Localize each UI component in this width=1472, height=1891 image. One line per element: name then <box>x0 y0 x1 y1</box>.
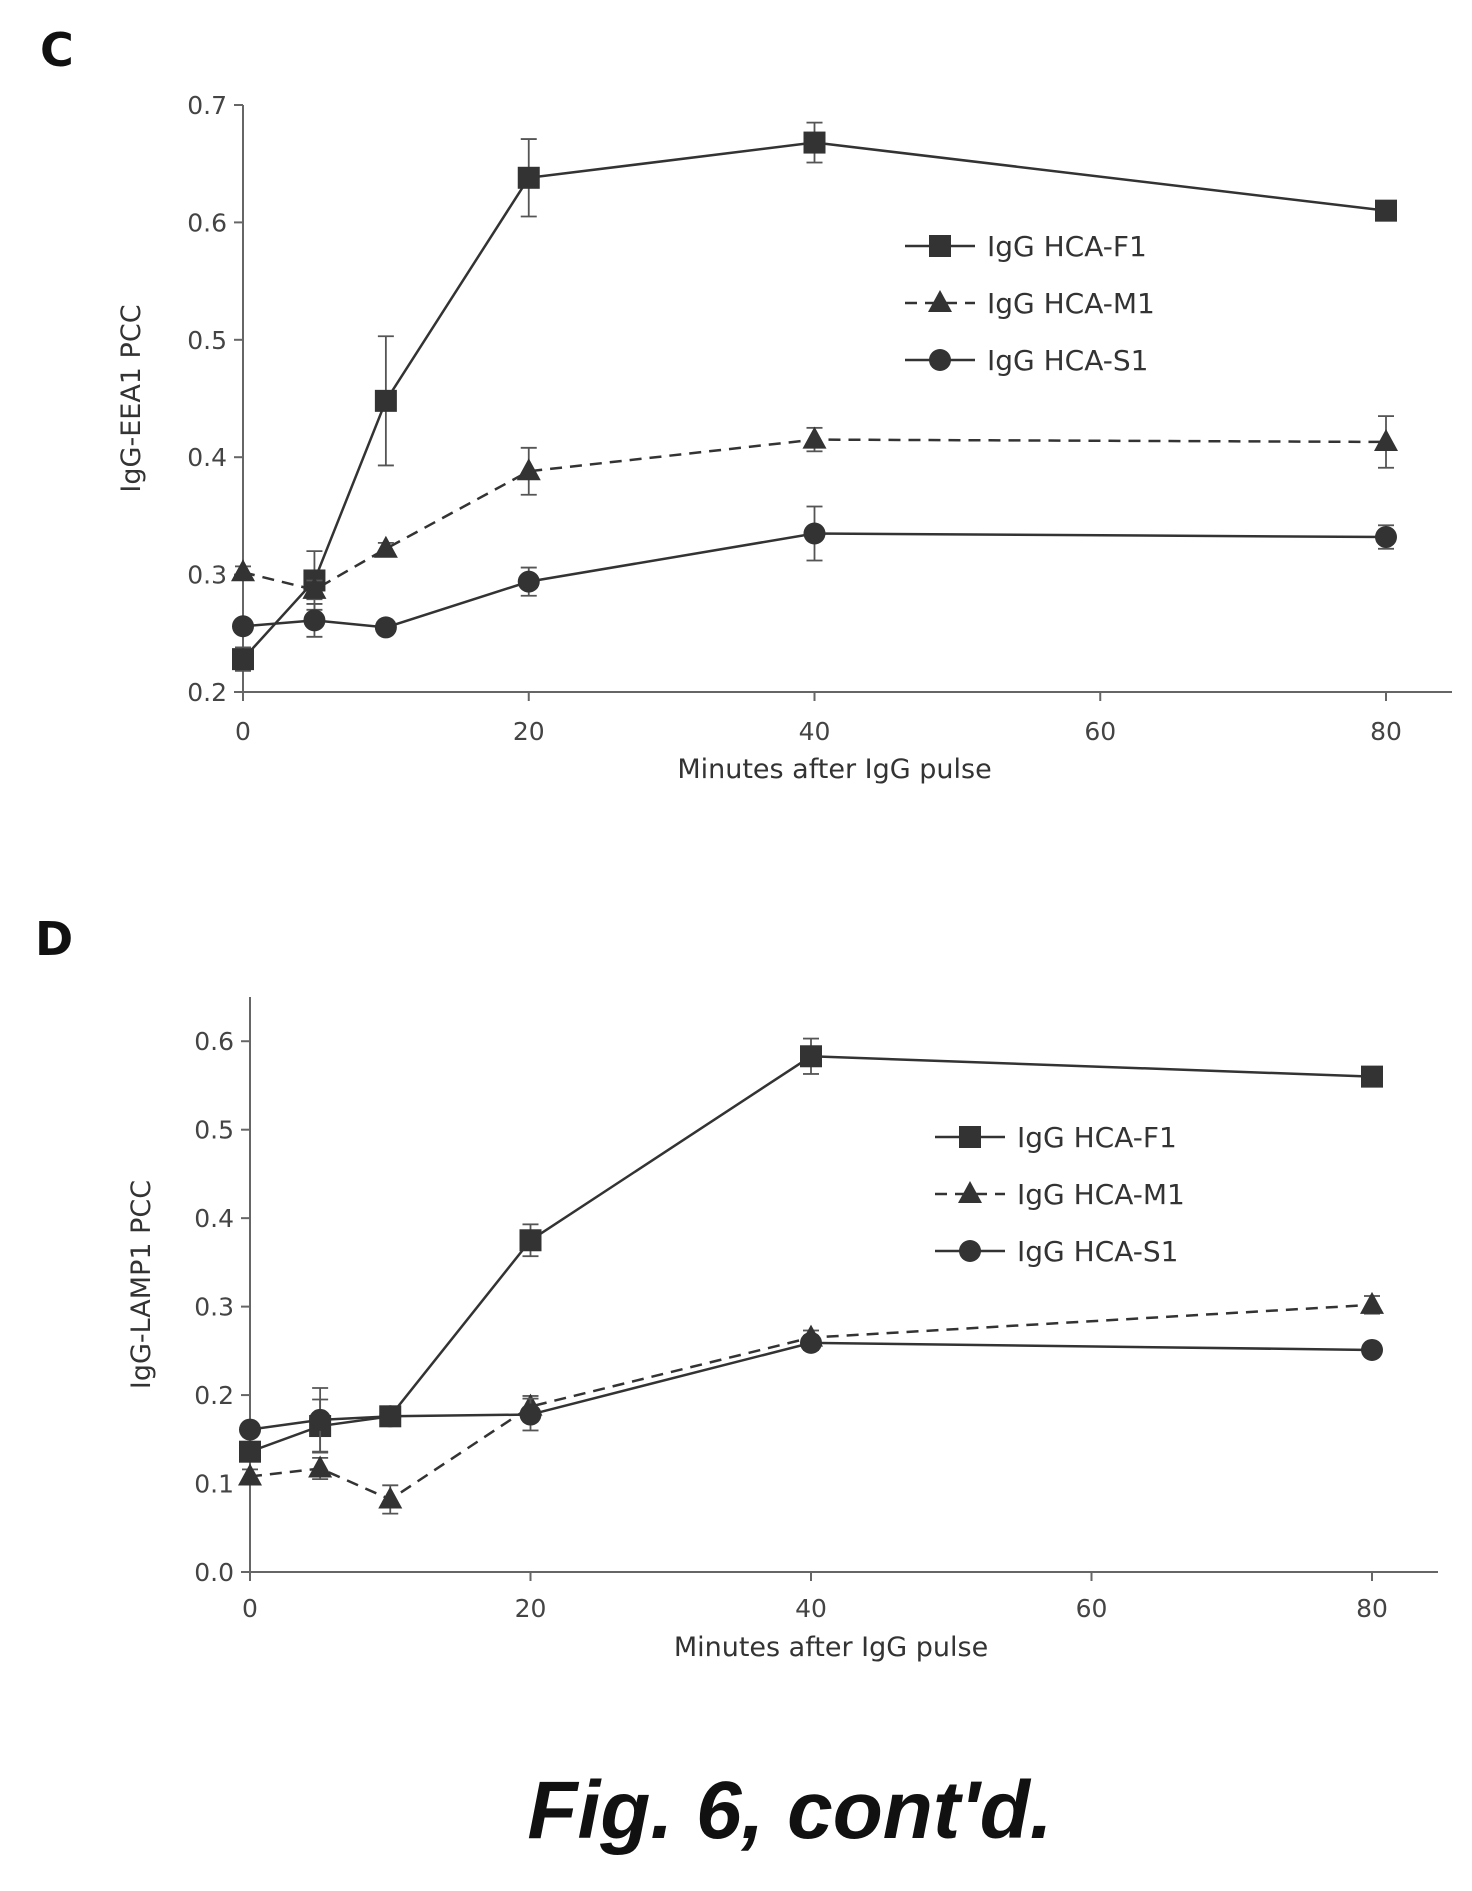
data-point <box>378 1486 403 1509</box>
data-point <box>1375 526 1397 549</box>
chart-panel-c: C 0.2 0.3 0.4 0.5 0.6 0.7 0 20 40 60 80 Minutes afte… <box>40 23 1452 785</box>
legend-label: IgG HCA-M1 <box>987 287 1155 320</box>
legend-marker <box>929 235 951 257</box>
y-tick-label: 0.5 <box>194 1116 234 1145</box>
data-point <box>519 1229 542 1252</box>
series-square <box>232 121 1397 672</box>
data-point <box>374 616 397 639</box>
legend-marker <box>928 290 952 312</box>
data-point <box>239 1418 261 1441</box>
figure-caption: Fig. 6, cont'd. <box>527 1765 1052 1856</box>
legend-marker <box>929 349 951 371</box>
y-tick-label: 0.0 <box>194 1558 234 1587</box>
chart-panel-d: D 0.0 0.1 0.2 0.3 0.4 0.5 0.6 0 20 40 60 80 Minutes a… <box>35 912 1438 1663</box>
data-point <box>232 615 254 638</box>
data-point <box>232 648 254 671</box>
data-point <box>800 1045 822 1068</box>
y-tick-label: 0.5 <box>187 326 227 355</box>
x-axis-title: Minutes after IgG pulse <box>674 1632 988 1663</box>
data-point <box>238 1463 262 1486</box>
x-tick-label: 0 <box>242 1594 258 1623</box>
y-tick-label: 0.6 <box>194 1027 234 1056</box>
y-axis-title: IgG-LAMP1 PCC <box>126 1180 157 1389</box>
series-line <box>242 532 1387 629</box>
x-tick-label: 80 <box>1356 1594 1388 1623</box>
data-point <box>517 166 540 189</box>
data-point <box>516 458 541 481</box>
data-point <box>374 389 397 412</box>
data-point <box>1360 1291 1384 1314</box>
data-point <box>803 131 826 154</box>
x-tick-label: 20 <box>515 1594 547 1623</box>
data-point <box>1374 428 1398 451</box>
x-axis-title: Minutes after IgG pulse <box>677 754 991 785</box>
panel-letter: D <box>35 912 73 966</box>
y-tick-label: 0.1 <box>194 1470 234 1499</box>
data-point <box>519 1403 542 1426</box>
series-line <box>249 1055 1373 1453</box>
legend-label: IgG HCA-F1 <box>1017 1121 1177 1154</box>
x-tick-label: 60 <box>1084 717 1116 746</box>
panel-letter: C <box>40 23 74 77</box>
data-point <box>517 570 540 593</box>
x-tick-label: 80 <box>1370 717 1402 746</box>
y-tick-label: 0.2 <box>187 678 227 707</box>
series-triangle <box>238 1291 1384 1515</box>
legend-label: IgG HCA-S1 <box>1017 1235 1178 1268</box>
data-point <box>303 609 326 632</box>
data-point <box>309 1408 332 1431</box>
data-point <box>302 576 327 599</box>
series-square <box>239 1037 1383 1463</box>
legend-marker <box>958 1181 982 1203</box>
series-circle <box>232 505 1397 639</box>
data-point <box>379 1405 402 1428</box>
data-point <box>308 1455 333 1478</box>
data-point <box>802 426 827 449</box>
series-circle <box>239 1331 1383 1453</box>
series-line <box>242 438 1387 592</box>
x-tick-label: 20 <box>513 717 545 746</box>
data-point <box>803 522 826 545</box>
legend-label: IgG HCA-F1 <box>987 230 1147 263</box>
data-point <box>231 559 255 582</box>
series-line <box>242 141 1387 660</box>
x-tick-label: 40 <box>795 1594 827 1623</box>
data-point <box>1375 199 1397 222</box>
data-point <box>373 535 398 558</box>
legend-marker <box>959 1240 981 1262</box>
legend-marker <box>959 1126 981 1148</box>
series-line <box>249 1303 1373 1501</box>
legend-label: IgG HCA-S1 <box>987 344 1148 377</box>
y-tick-label: 0.4 <box>194 1204 234 1233</box>
series-triangle <box>231 415 1398 601</box>
legend-label: IgG HCA-M1 <box>1017 1178 1185 1211</box>
y-tick-label: 0.2 <box>194 1381 234 1410</box>
y-tick-label: 0.3 <box>194 1293 234 1322</box>
data-point <box>1361 1065 1383 1088</box>
y-tick-label: 0.7 <box>187 91 227 120</box>
x-tick-label: 60 <box>1076 1594 1108 1623</box>
y-tick-label: 0.4 <box>187 443 227 472</box>
data-point <box>239 1440 261 1463</box>
data-point <box>1361 1338 1383 1361</box>
y-tick-label: 0.6 <box>187 208 227 237</box>
x-tick-label: 0 <box>235 717 251 746</box>
data-point <box>800 1331 822 1354</box>
y-axis-title: IgG-EEA1 PCC <box>116 304 147 492</box>
y-tick-label: 0.3 <box>187 561 227 590</box>
x-tick-label: 40 <box>799 717 831 746</box>
series-line <box>249 1341 1373 1431</box>
